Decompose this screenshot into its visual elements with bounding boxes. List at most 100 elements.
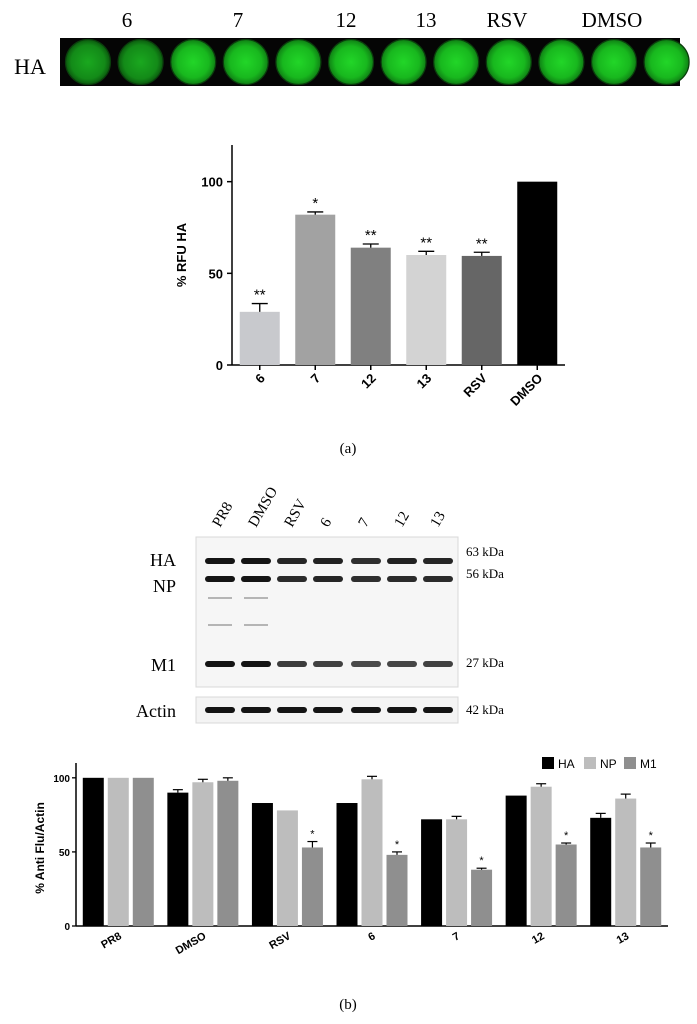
plate-well [170,38,217,86]
blot-band-label: Actin [136,701,176,721]
blot-band [313,707,343,713]
blot-band [313,576,343,582]
anti-flu-bar [217,780,239,926]
blot-faint-band [208,624,232,626]
blot-band [241,558,271,564]
rfu-ha-x-tick-label: 6 [252,371,268,387]
rfu-ha-significance: * [312,195,318,212]
rfu-ha-bar [461,255,502,365]
anti-flu-y-tick-label: 0 [64,922,70,933]
rfu-ha-bar [239,311,280,365]
blot-band [351,558,381,564]
anti-flu-bar [192,782,214,926]
plate-well [433,38,480,86]
blot-band [351,707,381,713]
plate-column-label: 13 [416,8,437,32]
anti-flu-legend: HA NP M1 [542,757,657,771]
blot-band [277,707,307,713]
fluorescence-plate: HA 6 7 12 13 RSV DMSO [14,8,690,86]
blot-band [277,576,307,582]
rfu-ha-x-tick-label: 7 [308,371,324,387]
rfu-ha-x-tick-label: 12 [358,371,379,392]
anti-flu-y-tick-label: 100 [53,774,70,785]
anti-flu-significance: * [649,830,654,842]
rfu-ha-axes: 0 50 100 6 7 12 13 RSV DMSO [201,145,565,409]
anti-flu-x-tick-label: RSV [267,930,293,952]
plate-well [380,38,427,86]
blot-band-label: M1 [151,655,176,675]
anti-flu-x-tick-label: 13 [615,930,632,947]
blot-lane-label: 7 [356,515,374,530]
blot-band [313,661,343,667]
plate-well [327,38,375,86]
anti-flu-x-tick-label: DMSO [174,930,209,957]
blot-band [387,576,417,582]
blot-band [277,558,307,564]
plate-column-label: RSV [487,8,528,32]
blot-band-label: NP [153,576,176,596]
rfu-ha-y-axis-label: % RFU HA [174,222,189,287]
anti-flu-bar [336,803,358,926]
rfu-ha-significance: ** [254,287,266,304]
blot-band [423,661,453,667]
plate-column-labels: 6 7 12 13 RSV DMSO [122,8,643,32]
blot-band [351,576,381,582]
rfu-ha-significance: ** [476,235,488,252]
plate-well [275,38,322,86]
anti-flu-bar [251,803,273,926]
blot-faint-band [244,597,268,599]
blot-band [241,576,271,582]
panel-b-caption: (b) [339,997,357,1013]
plate-well [590,38,638,86]
rfu-ha-x-tick-label: DMSO [507,371,545,409]
anti-flu-bar [301,847,323,926]
rfu-ha-y-tick-label: 100 [201,175,223,190]
anti-flu-bar [421,819,443,926]
anti-flu-legend-label: HA [558,757,575,771]
anti-flu-bar [615,798,637,926]
anti-flu-bar [276,810,298,926]
blot-band [205,707,235,713]
blot-band [313,558,343,564]
blot-lane-labels: PR8 DMSO RSV 6 7 12 13 [210,484,449,530]
blot-band [387,707,417,713]
rfu-ha-bar [350,247,391,365]
blot-kda-label: 56 kDa [466,566,504,581]
blot-band [241,661,271,667]
blot-band [387,661,417,667]
anti-flu-bar [107,777,129,926]
anti-flu-bar [640,847,662,926]
anti-flu-bar [530,786,552,926]
western-blot: PR8 DMSO RSV 6 7 12 13 HA NP M1 Actin 63 kDa 56 kD… [136,484,504,724]
plate-well [485,38,532,86]
blot-band [205,576,235,582]
panel-a-caption: (a) [340,441,357,457]
anti-flu-legend-label: NP [600,757,617,771]
blot-band [277,661,307,667]
anti-flu-legend-swatch [584,757,596,769]
rfu-ha-significance: ** [365,227,377,244]
blot-band [423,707,453,713]
plate-well [64,38,112,86]
blot-faint-band [208,597,232,599]
blot-bands [205,558,453,713]
rfu-ha-bars: ***** ** ** [239,181,558,365]
blot-band [205,558,235,564]
plate-column-label: 12 [336,8,357,32]
blot-band [423,558,453,564]
anti-flu-bar [446,819,468,926]
blot-kda-label: 27 kDa [466,655,504,670]
rfu-ha-y-tick-label: 0 [216,358,223,373]
anti-flu-y-axis-label: % Anti Flu/Actin [33,802,47,894]
plate-wells [64,38,690,86]
plate-well [643,38,690,86]
anti-flu-x-tick-label: 6 [366,930,377,943]
blot-faint-band [244,624,268,626]
plate-well [117,38,164,86]
anti-flu-legend-swatch [542,757,554,769]
anti-flu-significance: * [479,855,484,867]
anti-flu-significance: * [395,839,400,851]
blot-kda-label: 63 kDa [466,544,504,559]
